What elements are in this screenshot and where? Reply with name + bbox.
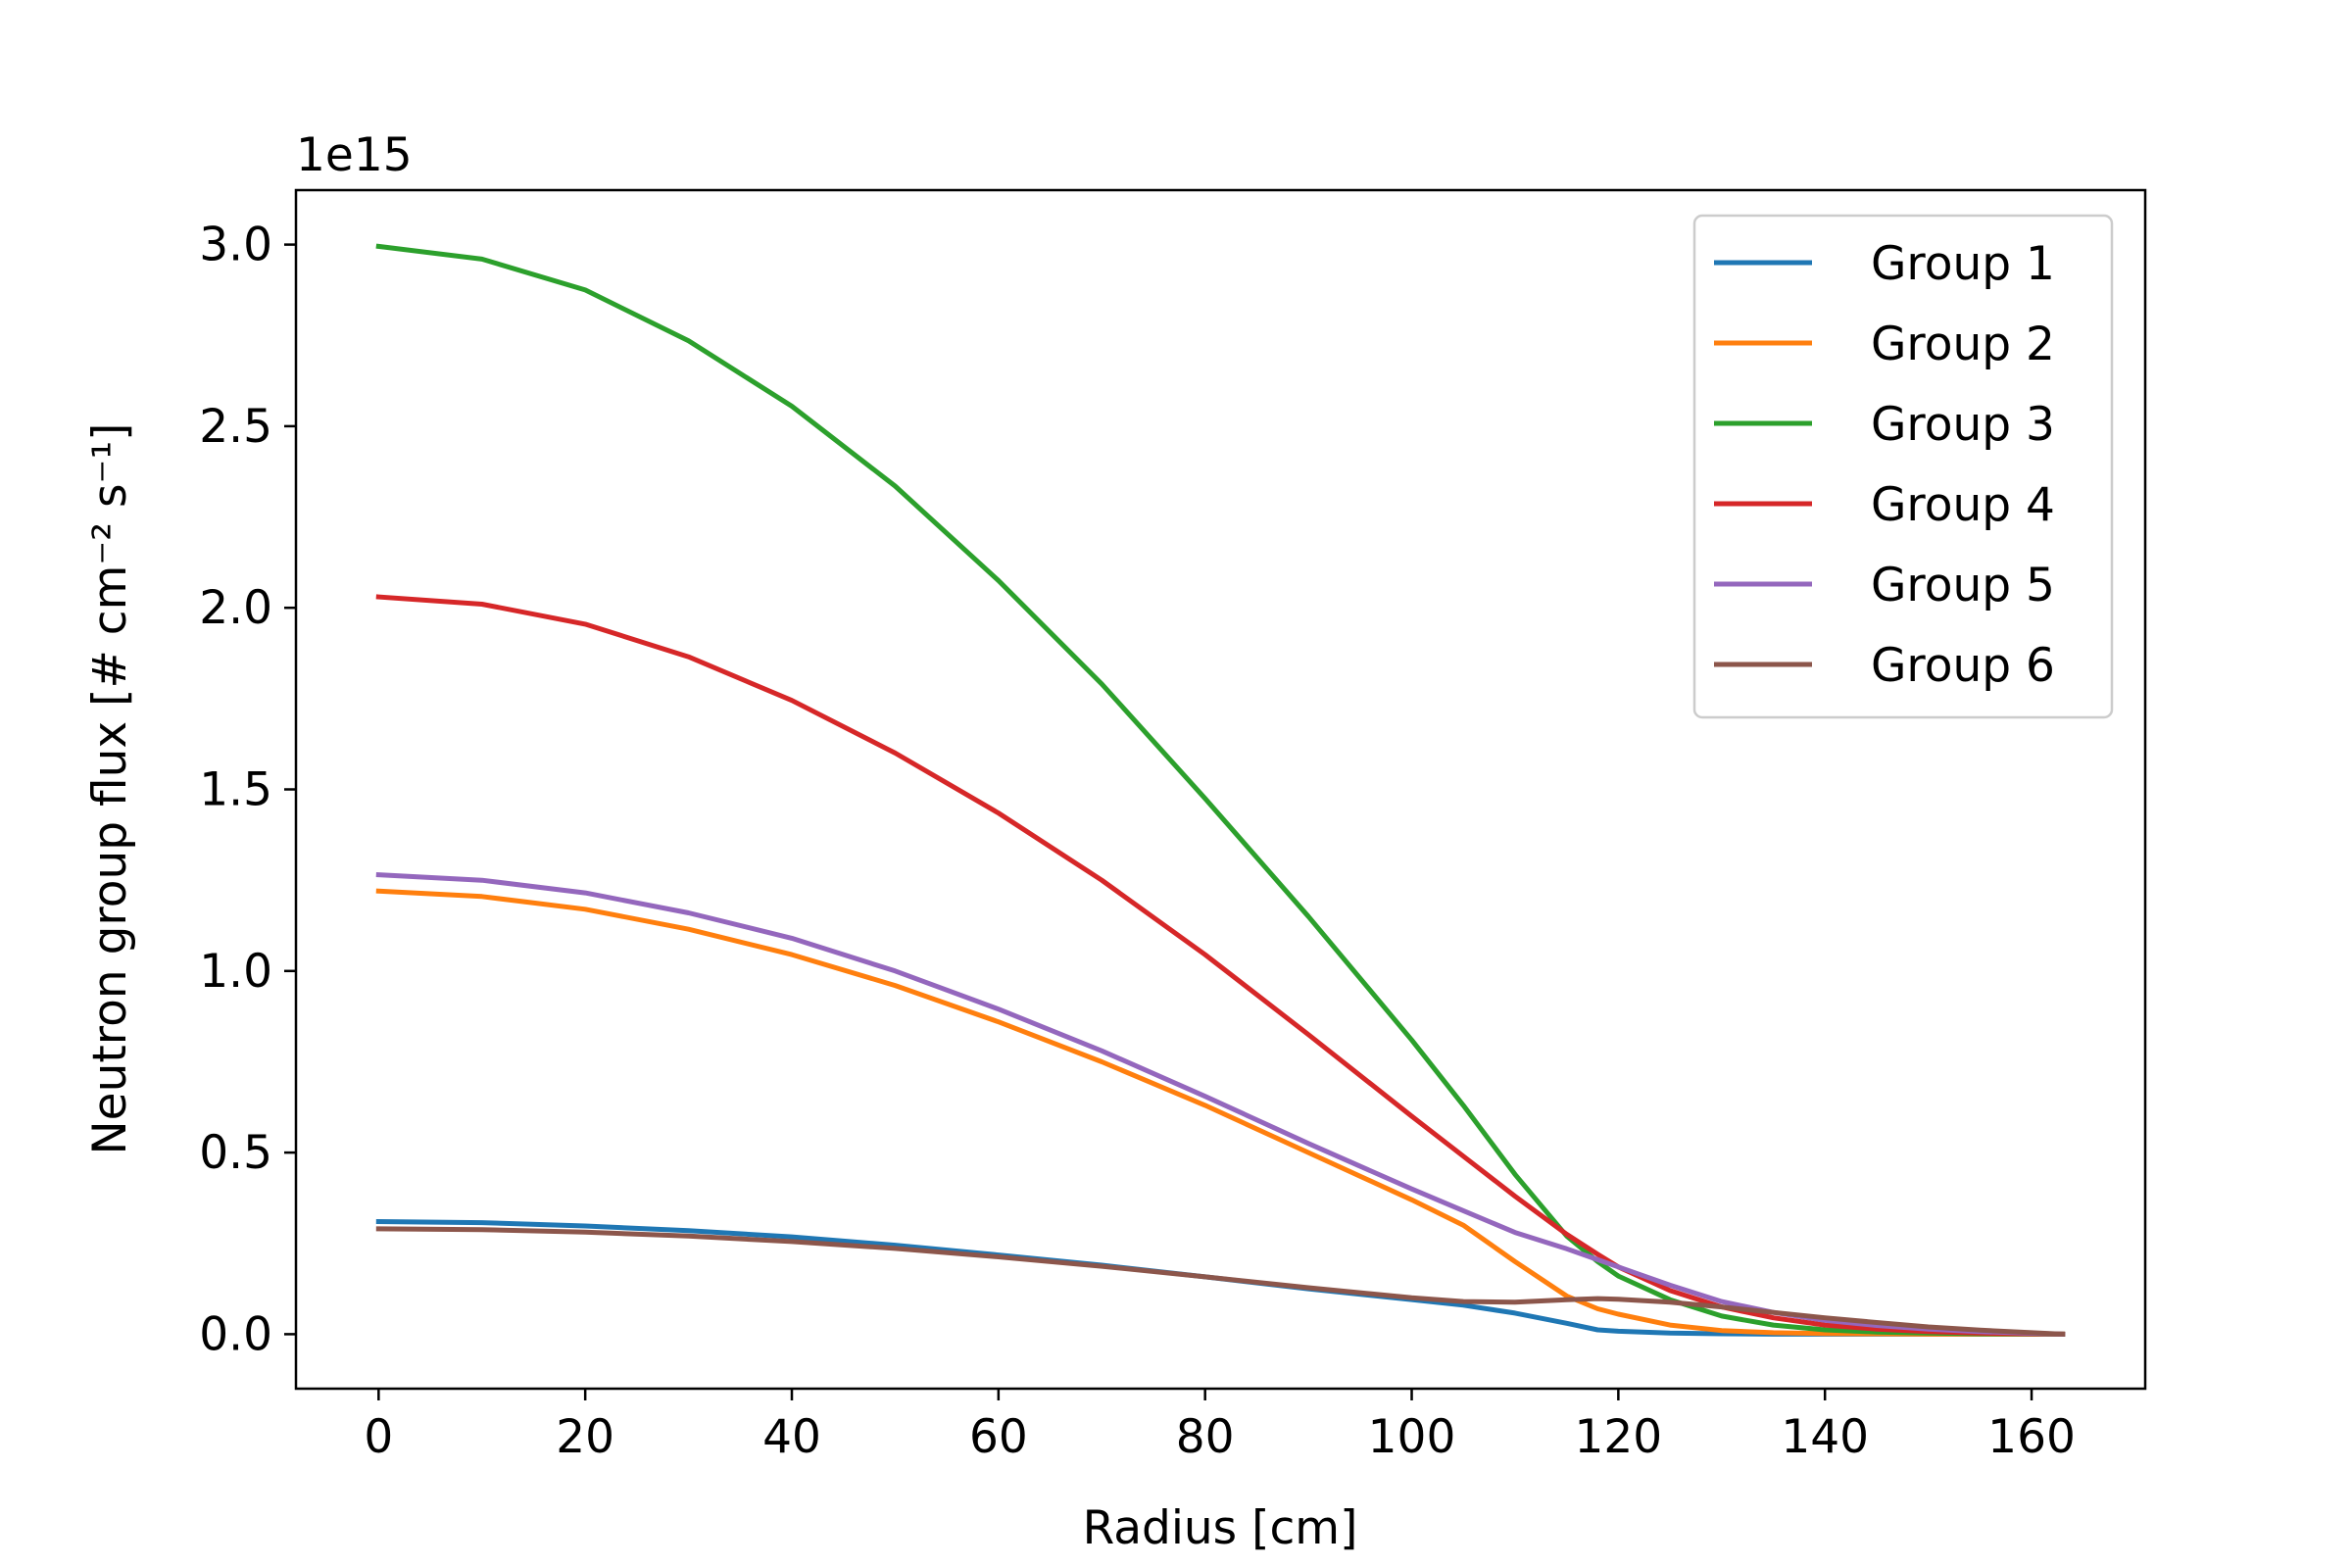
series-line-group-3 [375,243,2066,1337]
y-tick-label: 0.5 [199,1126,272,1180]
x-tick-label: 20 [556,1410,614,1464]
x-tick-label: 0 [364,1410,393,1464]
series-line-group-6 [375,1226,2066,1338]
y-tick-label: 0.0 [199,1307,272,1361]
y-tick-label: 3.0 [199,219,272,272]
series-line-group-4 [375,594,2066,1337]
x-ticks: 0 20 40 60 80 100 120 140 160 [364,1389,2076,1464]
legend-label-group-6: Group 6 [1871,639,2055,693]
legend-label-group-1: Group 1 [1871,237,2055,291]
series-line-group-2 [375,888,2066,1337]
legend-label-group-3: Group 3 [1871,398,2055,452]
y-axis-label: Neutron group flux [# cm⁻² s⁻¹] [83,423,137,1155]
plot-frame [294,188,2147,1391]
legend-label-group-2: Group 2 [1871,318,2055,371]
y-tick-label: 2.5 [199,400,272,454]
y-offset-label: 1e15 [296,128,413,182]
legend-label-group-5: Group 5 [1871,559,2055,612]
series-line-group-5 [375,871,2066,1337]
legend-label-group-4: Group 4 [1871,478,2055,532]
y-tick-label: 1.5 [199,763,272,817]
x-axis-label: Radius [cm] [1083,1501,1358,1555]
y-tick-label: 2.0 [199,581,272,635]
x-tick-label: 120 [1575,1410,1663,1464]
y-ticks: 0.0 0.5 1.0 1.5 2.0 2.5 3.0 [199,219,296,1361]
x-tick-label: 80 [1176,1410,1235,1464]
x-tick-label: 140 [1781,1410,1869,1464]
x-tick-label: 40 [762,1410,821,1464]
y-tick-label: 1.0 [199,945,272,999]
x-tick-label: 160 [1987,1410,2076,1464]
x-tick-label: 100 [1368,1410,1456,1464]
legend: Group 1 Group 2 Group 3 Group 4 Group 5 Group… [1692,214,2114,719]
x-tick-label: 60 [969,1410,1028,1464]
series-layer [375,243,2066,1338]
